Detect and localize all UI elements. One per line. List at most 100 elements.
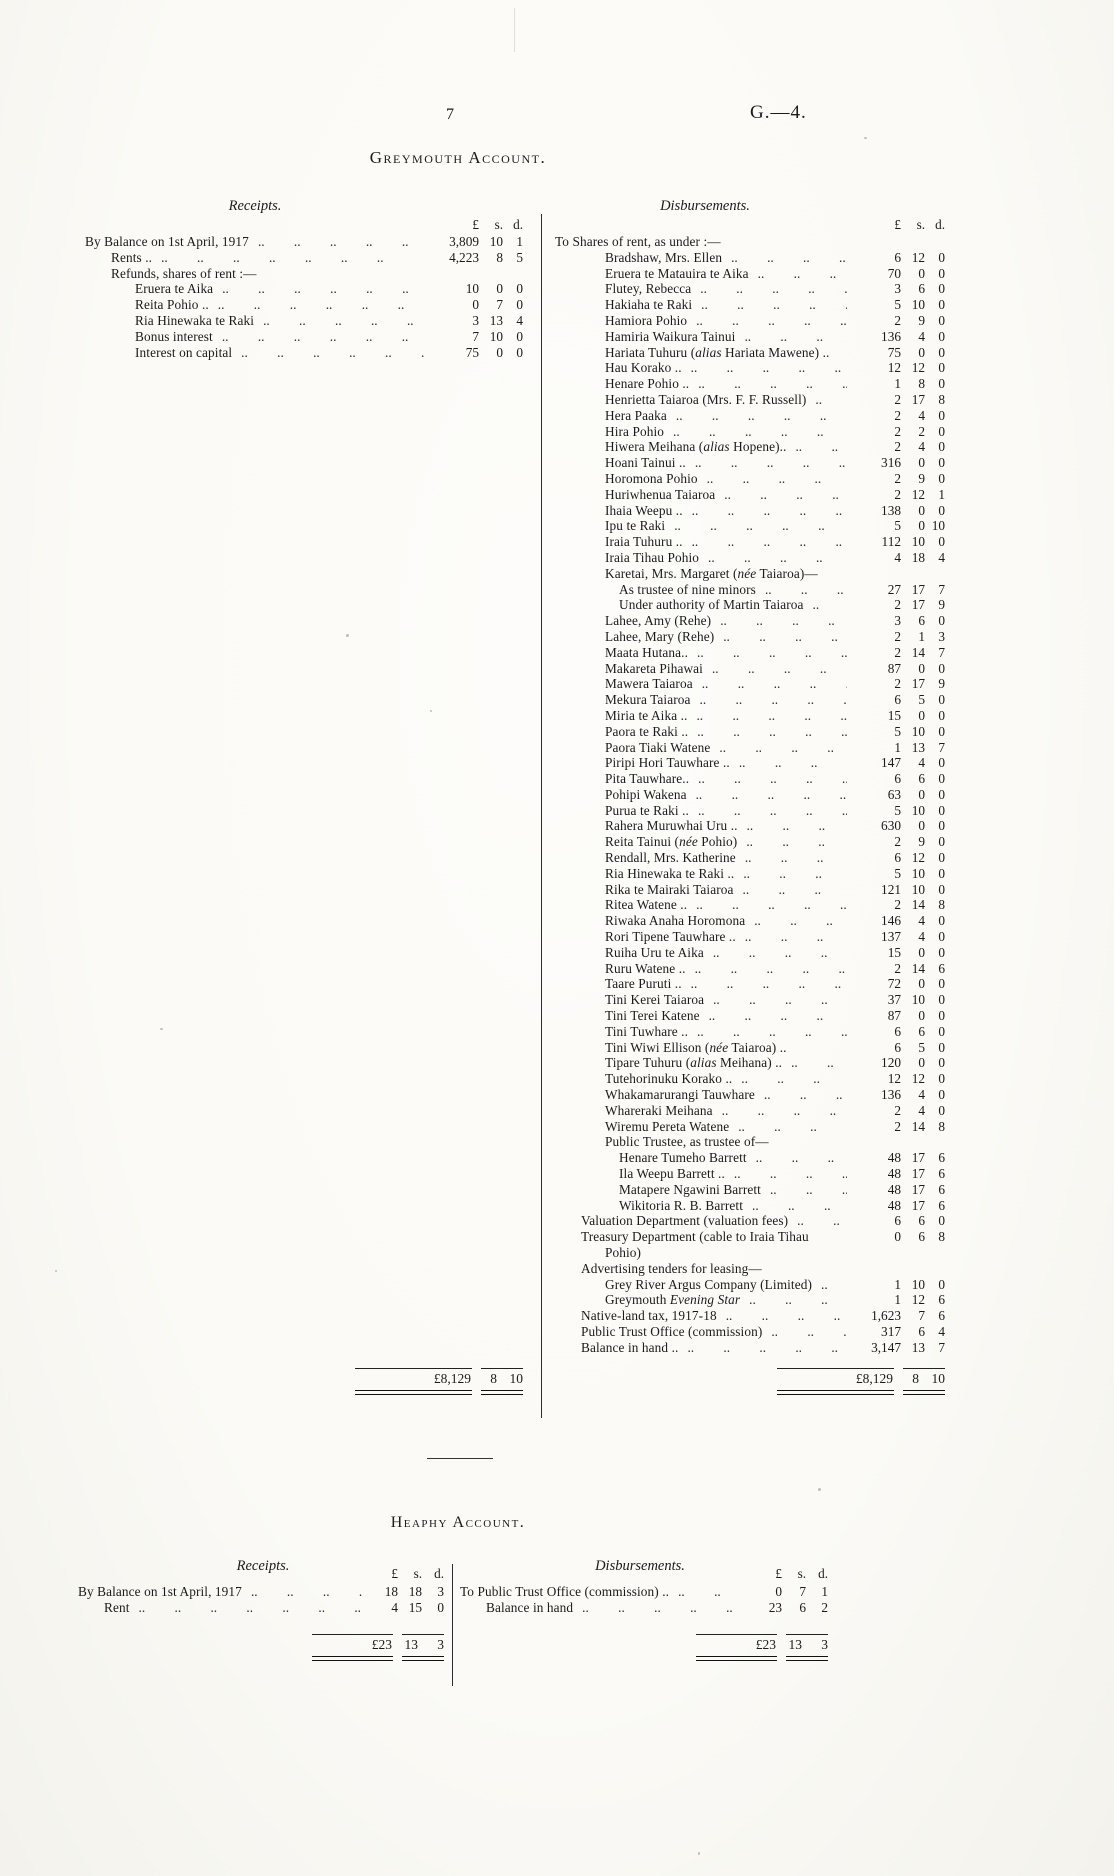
row-label: Karetai, Mrs. Margaret (née Taiaroa)— <box>605 565 818 581</box>
amount-pounds: 4 <box>894 549 901 565</box>
row-label: Iraia Tihau Pohio <box>605 549 700 565</box>
row-label: To Public Trust Office (commission) .. <box>460 1584 670 1599</box>
amount-shillings: 13 <box>489 312 503 328</box>
amount-shillings: 13 <box>911 1339 925 1355</box>
amount-shillings: 4 <box>918 1102 925 1118</box>
heaphy-account-table: Receipts. £ s. d. By Balance on 1st Apri… <box>78 1556 840 1736</box>
total-pounds: £8,129 <box>855 1371 893 1386</box>
row-label: Reita Tainui (née Pohio) <box>605 834 738 850</box>
amount-shillings: 2 <box>918 423 925 439</box>
amount-pence: 0 <box>938 328 945 344</box>
ledger-row: Tipare Tuhuru (alias Meihana) .. .. .. .… <box>555 1055 945 1071</box>
amount-shillings: 7 <box>799 1584 806 1599</box>
amount-pence: 0 <box>938 771 945 787</box>
total-shillings: 8 <box>490 1371 497 1386</box>
amount-shillings: 17 <box>911 1150 925 1166</box>
ledger-row: Purua te Raki .. .. .. .. .. .. .. .. 5 10… <box>555 803 945 819</box>
ledger-row: Rahera Muruwhai Uru .. .. .. .. .. .. ..… <box>555 818 945 834</box>
amount-pence: 6 <box>938 960 945 976</box>
amount-shillings: 10 <box>911 865 925 881</box>
amount-pounds: 120 <box>881 1055 901 1071</box>
amount-shillings: 14 <box>911 644 925 660</box>
amount-pence: 0 <box>938 707 945 723</box>
row-label: Ria Hinewaka te Raki <box>135 312 255 328</box>
amount-pence: 0 <box>938 376 945 392</box>
ledger-row: Hariata Tuhuru (alias Hariata Mawene) ..… <box>555 345 945 361</box>
amount-pence: 0 <box>938 802 945 818</box>
dot-leader: .. .. .. .. .. .. .. <box>744 328 847 344</box>
amount-pence: 0 <box>938 786 945 802</box>
amount-pounds: 18 <box>384 1584 398 1599</box>
amount-shillings: 6 <box>918 771 925 787</box>
row-label: Refunds, shares of rent :— <box>111 265 257 281</box>
amount-shillings: 7 <box>496 297 503 313</box>
amount-pence: 0 <box>938 502 945 518</box>
amount-pence: 0 <box>938 439 945 455</box>
amount-pounds: 6 <box>894 249 901 265</box>
amount-pence: 0 <box>938 755 945 771</box>
dot-leader: .. .. .. .. .. .. .. <box>749 1292 847 1308</box>
dot-leader: .. .. .. .. .. .. .. <box>690 360 847 376</box>
ledger-row: Mawera Taiaroa .. .. .. .. .. .. .. 2 17 9 <box>555 676 945 692</box>
amount-pence: 6 <box>938 1150 945 1166</box>
row-label: Makareta Pihawai <box>605 660 703 676</box>
amount-shillings: 17 <box>911 676 925 692</box>
greymouth-receipts-column: Receipts. £ s. d. By Balance on 1st Apri… <box>85 198 523 1440</box>
dot-leader: .. .. .. .. .. .. .. <box>815 391 847 407</box>
row-label: Hiwera Meihana (alias Hopene).. <box>605 439 787 455</box>
row-label: Whareraki Meihana <box>605 1102 713 1118</box>
amount-shillings: 0 <box>918 518 925 534</box>
ledger-row: Bradshaw, Mrs. Ellen .. .. .. .. .. .. .… <box>555 250 945 266</box>
row-label: Taare Puruti .. <box>605 976 682 992</box>
dot-leader: .. .. .. .. .. .. .. <box>754 913 847 929</box>
pounds-header: £ <box>775 1566 782 1581</box>
ledger-row: Balance in hand .. .. .. .. .. .. .. .. 3… <box>555 1340 945 1356</box>
amount-pounds: 2 <box>894 423 901 439</box>
amount-shillings: 4 <box>918 328 925 344</box>
row-label: Huriwhenua Taiaroa <box>605 486 716 502</box>
row-label: Ruiha Uru te Aika <box>605 944 704 960</box>
disbursements-heading: Disbursements. <box>595 1558 685 1574</box>
row-label: Tini Kerei Taiaroa <box>605 992 705 1008</box>
ledger-row: Treasury Department (cable to Iraia Tiha… <box>555 1229 945 1245</box>
dot-leader: .. .. .. .. .. .. .. <box>161 249 384 265</box>
row-label: Henare Pohio .. <box>605 376 690 392</box>
dot-leader: .. .. .. .. .. .. .. <box>695 786 847 802</box>
ledger-row: Flutey, Rebecca .. .. .. .. .. .. .. 3 60 <box>555 281 945 297</box>
dot-leader: .. .. .. .. .. .. .. <box>763 1087 847 1103</box>
row-label: To Shares of rent, as under :— <box>555 234 721 249</box>
amount-pounds: 146 <box>881 913 901 929</box>
dot-leader: .. .. .. .. .. .. .. <box>812 597 847 613</box>
row-label: As trustee of nine minors <box>619 581 756 597</box>
row-label: Piripi Hori Tauwhare .. <box>605 755 730 771</box>
ledger-row: Iraia Tuhuru .. .. .. .. .. .. .. .. 112 1… <box>555 534 945 550</box>
amount-pence: 6 <box>938 1308 945 1324</box>
amount-pounds: 0 <box>472 297 479 313</box>
ledger-row: Hamiora Pohio .. .. .. .. .. .. .. 2 90 <box>555 313 945 329</box>
ledger-row: Reita Pohio .. .. .. .. .. .. .. .. 0 7 0 <box>85 297 523 313</box>
currency-header: £ s. d. <box>425 217 523 233</box>
amount-shillings: 6 <box>918 1229 925 1245</box>
amount-pounds: 5 <box>894 865 901 881</box>
dot-leader: .. .. .. .. .. .. .. <box>694 455 847 471</box>
ledger-row: Eruera te Aika .. .. .. .. .. .. .. 10 0 0 <box>85 281 523 297</box>
amount-pounds: 5 <box>894 723 901 739</box>
amount-pence: 0 <box>938 534 945 550</box>
currency-header: £ s. d. <box>746 1566 828 1582</box>
ledger-row: As trustee of nine minors .. .. .. .. ..… <box>555 582 945 598</box>
row-label: Hoani Tainui .. <box>605 455 686 471</box>
scan-speck <box>346 634 349 637</box>
amount-shillings: 13 <box>911 739 925 755</box>
dot-leader: .. .. .. .. .. .. .. <box>699 692 847 708</box>
dot-leader: .. .. .. .. .. .. .. <box>757 265 847 281</box>
amount-pounds: 2 <box>894 644 901 660</box>
greymouth-disbursements-column: Disbursements. £ s. d. To Shares of rent… <box>555 198 945 1440</box>
dot-leader: .. .. .. .. .. .. .. <box>694 960 847 976</box>
row-label: Miria te Aika .. <box>605 707 688 723</box>
row-label: Treasury Department (cable to Iraia Tiha… <box>581 1229 809 1245</box>
ledger-row: Wikitoria R. B. Barrett .. .. .. .. .. .… <box>555 1198 945 1214</box>
amount-pence: 0 <box>938 913 945 929</box>
ledger-row: Matapere Ngawini Barrett .. .. .. .. .. … <box>555 1182 945 1198</box>
total-shillings: 8 <box>912 1371 919 1386</box>
amount-pence: 0 <box>938 281 945 297</box>
